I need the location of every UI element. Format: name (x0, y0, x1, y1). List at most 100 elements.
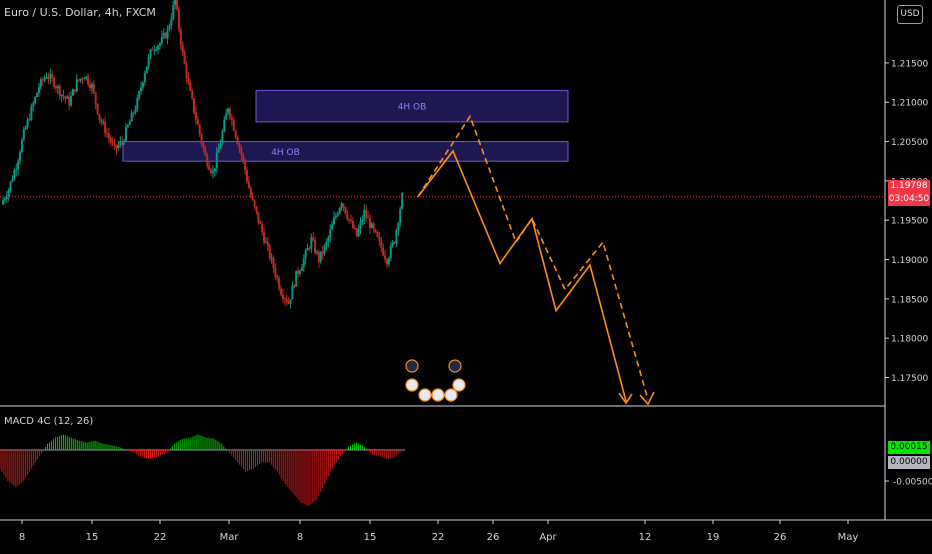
candle-body (90, 84, 93, 89)
forecast-dashed-arrowhead (639, 391, 655, 406)
candle-body (193, 98, 196, 113)
y-tick-label: 1.17500 (891, 374, 928, 384)
candle-body (54, 87, 57, 89)
currency-button[interactable]: USD (897, 5, 923, 24)
candle-body (261, 223, 264, 233)
x-tick-label: 26 (774, 532, 787, 543)
candle-body (73, 89, 76, 92)
candle-body (399, 208, 402, 223)
candle-body (198, 124, 201, 135)
candle-body (170, 18, 173, 26)
x-tick-label: 15 (364, 532, 377, 543)
macd-title: MACD 4C (12, 26) (4, 416, 94, 427)
candle-body (75, 79, 78, 92)
candle-body (189, 82, 192, 91)
candle-body (346, 213, 349, 220)
candle-body (17, 160, 20, 170)
candle-body (187, 78, 190, 83)
candle-body (338, 207, 341, 214)
candle-body (19, 152, 22, 161)
candle-body (39, 79, 42, 88)
candle-body (140, 87, 143, 92)
candle-body (96, 103, 99, 115)
candle-body (2, 200, 4, 205)
candle-body (385, 259, 388, 265)
candle-body (32, 103, 35, 107)
candle-body (257, 211, 260, 223)
x-tick-label: 26 (487, 532, 500, 543)
candle-body (111, 142, 114, 144)
candle-body (333, 217, 336, 225)
candle-body (270, 257, 273, 259)
candle-body (380, 240, 383, 248)
candle-body (370, 223, 373, 228)
candle-body (85, 76, 88, 79)
candle-body (350, 220, 353, 222)
candle-body (348, 219, 351, 221)
candle-body (126, 125, 129, 128)
candle-body (34, 96, 37, 104)
candle-body (365, 209, 368, 218)
flag-event-icon (405, 378, 419, 392)
y-tick-label: 1.18500 (891, 295, 928, 305)
candle-body (272, 257, 275, 269)
candle-body (219, 143, 222, 149)
candle-body (295, 270, 298, 287)
candle-body (367, 217, 370, 219)
candle-body (102, 121, 105, 123)
candle-body (204, 148, 207, 156)
candle-body (259, 222, 262, 224)
candle-body (368, 218, 371, 228)
order-block-zone (255, 89, 569, 123)
candle-body (251, 196, 254, 200)
candle-body (149, 49, 152, 57)
chart-title: Euro / U.S. Dollar, 4h, FXCM (4, 6, 156, 19)
candle-body (181, 44, 184, 53)
candle-body (58, 86, 61, 97)
candle-body (372, 223, 375, 230)
candle-body (24, 127, 27, 130)
candle-body (312, 237, 315, 241)
candle-body (117, 144, 120, 149)
candle-body (300, 267, 303, 271)
candle-body (391, 242, 394, 246)
candle-body (353, 228, 356, 230)
candle-body (255, 206, 258, 212)
forecast-solid-path (417, 149, 627, 402)
candle-body (115, 144, 118, 149)
candle-body (47, 77, 50, 79)
candle-body (225, 113, 228, 120)
candle-body (340, 203, 343, 208)
candle-body (253, 199, 256, 207)
x-tick-label: 8 (19, 532, 25, 543)
candle-body (268, 245, 271, 259)
y-tick-label: 1.21500 (891, 59, 928, 69)
candle-body (351, 220, 354, 229)
candle-body (208, 165, 211, 170)
candle-body (276, 276, 279, 279)
candle-body (36, 92, 39, 97)
candle-body (200, 134, 203, 144)
x-tick-label: 22 (432, 532, 445, 543)
candle-body (68, 96, 71, 106)
economic-event-icon (405, 359, 419, 373)
candle-body (15, 169, 18, 171)
candle-body (104, 121, 107, 134)
candle-body (49, 74, 52, 79)
candle-body (98, 114, 101, 120)
candle-body (45, 77, 48, 79)
candle-body (109, 138, 112, 143)
y-tick-label: 1.19000 (891, 256, 928, 266)
candle-body (77, 79, 80, 81)
candle-body (234, 130, 237, 138)
candle-body (166, 29, 169, 39)
candle-body (153, 49, 156, 51)
candle-body (128, 121, 131, 126)
candle-body (71, 89, 74, 96)
forecast-solid-arrowhead (618, 392, 633, 405)
candle-body (70, 95, 73, 106)
candle-body (363, 209, 366, 220)
candle-body (291, 285, 294, 300)
candle-body (223, 119, 226, 132)
